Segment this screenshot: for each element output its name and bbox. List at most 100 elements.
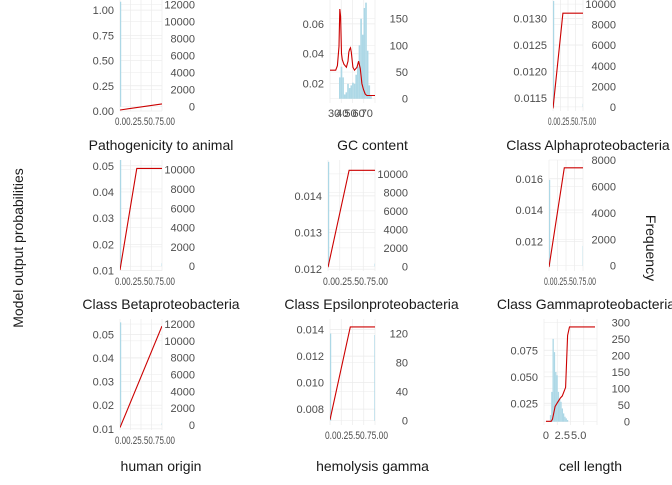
- frequency-tick-label: 6000: [592, 40, 616, 52]
- histogram-bar: [348, 88, 351, 99]
- facet-title: Class Alphaproteobacteria: [506, 137, 670, 153]
- y-tick-label: 0.02: [93, 239, 114, 251]
- frequency-tick-label: 80: [396, 358, 408, 370]
- x-tick-labels: 0.00.25.50.75.00: [115, 116, 175, 128]
- histogram-bar: [120, 322, 122, 425]
- frequency-tick-label: 2000: [171, 242, 195, 254]
- frequency-tick-label: 40: [396, 387, 408, 399]
- y-tick-label: 0.014: [515, 205, 543, 217]
- right-axis-title: Frequency: [643, 214, 659, 282]
- histogram-bar: [350, 85, 353, 99]
- y-tick-label: 0.012: [294, 264, 322, 276]
- left-axis-title: Model output probabilities: [10, 168, 26, 328]
- y-tick-label: 0.0130: [513, 14, 547, 26]
- facet-panel: 0.01 0.02 0.03 0.04 0.05 0 2000 4000 6000 8000 100…: [82, 160, 240, 312]
- y-tick-label: 0.016: [515, 174, 543, 186]
- facet-title: Class Betaproteobacteria: [82, 296, 239, 312]
- histogram-bar: [552, 338, 554, 422]
- y-tick-label: 0.06: [303, 19, 324, 31]
- histogram-bar: [358, 45, 361, 99]
- histogram-bar: [120, 160, 122, 267]
- frequency-tick-label: 4000: [592, 208, 616, 220]
- histogram-bar: [374, 263, 375, 267]
- frequency-tick-label: 100: [612, 384, 630, 396]
- histogram-bar: [561, 408, 563, 422]
- facet-title: cell length: [559, 458, 622, 474]
- histogram-bar: [557, 391, 560, 422]
- y-tick-label: 0.04: [303, 49, 324, 61]
- y-tick-label: 0.025: [510, 398, 538, 410]
- histogram-bar: [368, 85, 371, 99]
- histogram-bar: [564, 416, 566, 422]
- model-output-line: [553, 12, 583, 109]
- histogram: [339, 2, 372, 99]
- frequency-tick-label: 100: [390, 40, 408, 52]
- histogram-bar: [559, 398, 561, 422]
- frequency-tick-label: 2000: [171, 85, 195, 97]
- frequency-tick-label: 8000: [171, 353, 195, 365]
- x-tick-labels: 0.00.25.50.75.00: [115, 435, 175, 447]
- y-tick-label: 0.075: [510, 345, 538, 357]
- y-tick-label: 0.0125: [513, 40, 547, 52]
- y-tick-label: 0.012: [515, 236, 543, 248]
- y-tick-label: 0.0120: [513, 66, 547, 78]
- histogram-bar: [340, 66, 343, 99]
- frequency-tick-label: 300: [612, 317, 630, 329]
- y-tick-label: 0.04: [93, 187, 114, 199]
- frequency-tick-label: 0: [402, 94, 408, 106]
- histogram: [549, 338, 569, 422]
- y-tick-label: 0.25: [93, 81, 114, 93]
- histogram: [120, 1, 162, 107]
- model-output-series: [546, 326, 595, 422]
- model-output-series: [328, 169, 375, 268]
- histogram: [549, 179, 583, 266]
- frequency-tick-label: 2000: [384, 243, 408, 255]
- x-tick-labels: 0.00.25.50.75.00: [544, 276, 596, 288]
- histogram-bar: [553, 352, 556, 422]
- model-output-line: [120, 103, 162, 111]
- y-tick-label: 0.02: [93, 400, 114, 412]
- facet-panel: 0.0115 0.0120 0.0125 0.0130 0 2000 4000 6000 800…: [506, 0, 670, 153]
- frequency-tick-label: 4000: [592, 61, 616, 73]
- x-tick-labels: 0.00.25.50.75.00: [323, 276, 388, 288]
- y-tick-label: 0.013: [294, 228, 322, 240]
- histogram-bar: [352, 82, 354, 99]
- frequency-tick-label: 150: [390, 14, 408, 26]
- histogram-bar: [161, 423, 162, 425]
- histogram-bar: [549, 179, 551, 266]
- y-tick-label: 0.05: [93, 161, 114, 173]
- y-tick-label: 0.01: [93, 265, 114, 277]
- y-tick-label: 1.00: [93, 5, 114, 17]
- histogram-bar: [357, 66, 359, 99]
- x-tick-label: 5.0: [571, 430, 586, 442]
- histogram-bar: [365, 2, 367, 99]
- y-tick-label: 0.014: [296, 325, 324, 337]
- histogram-bar: [330, 333, 332, 421]
- frequency-tick-label: 2000: [592, 234, 616, 246]
- model-output-line: [120, 325, 162, 428]
- frequency-tick-label: 8000: [592, 155, 616, 167]
- histogram-bar: [353, 83, 356, 99]
- y-tick-label: 0.014: [294, 191, 322, 203]
- frequency-tick-label: 6000: [171, 51, 195, 63]
- histogram-bar: [555, 372, 557, 422]
- histogram-bar: [360, 18, 362, 99]
- frequency-tick-label: 4000: [171, 223, 195, 235]
- histogram-bar: [339, 77, 341, 99]
- model-output-series: [120, 167, 162, 271]
- frequency-tick-label: 0: [189, 261, 195, 273]
- y-tick-label: 0.0115: [514, 93, 547, 105]
- facet-panel: 0.01 0.02 0.03 0.04 0.05 0 2000 4000 6000 8000 100…: [93, 319, 201, 474]
- histogram: [553, 1, 583, 107]
- frequency-tick-label: 0: [402, 416, 408, 428]
- histogram-bar: [363, 8, 366, 99]
- histogram-bar: [565, 418, 567, 422]
- facet-title: Class Gammaproteobacteria: [497, 296, 672, 312]
- y-tick-label: 0.00: [93, 106, 114, 118]
- histogram-bar: [366, 50, 369, 99]
- frequency-tick-label: 12000: [164, 0, 195, 11]
- histogram-bar: [551, 391, 553, 422]
- model-output-line: [546, 326, 595, 422]
- frequency-tick-label: 0: [402, 261, 408, 273]
